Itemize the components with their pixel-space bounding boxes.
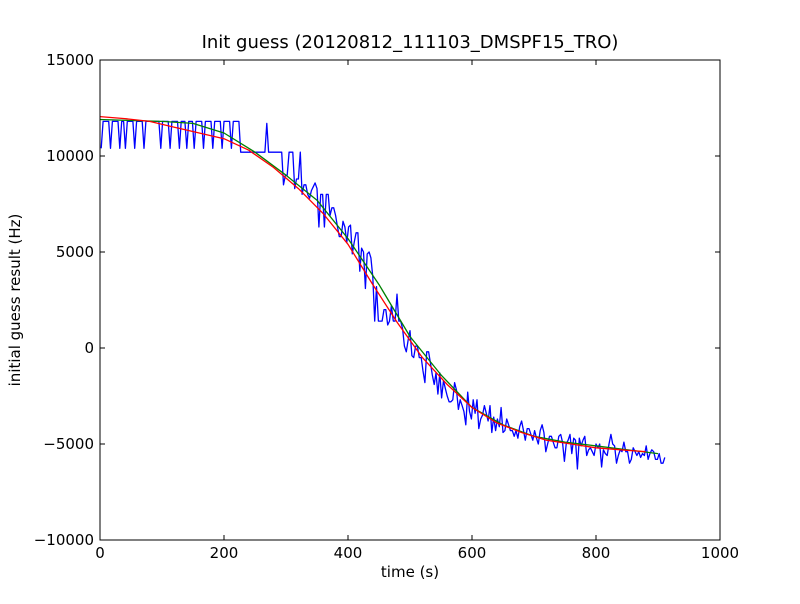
plot-frame: [99, 59, 721, 541]
y-tick-label: 15000: [46, 51, 94, 69]
x-tick-label: 400: [334, 544, 363, 562]
x-tick-label: 0: [95, 544, 105, 562]
series-layer: [100, 115, 666, 470]
y-tick-label: 5000: [56, 243, 94, 261]
x-tick-label: 600: [458, 544, 487, 562]
x-tick-label: 200: [210, 544, 239, 562]
y-tick-label: 10000: [46, 147, 94, 165]
y-tick-label: −10000: [34, 531, 94, 549]
y-tick-label: −5000: [43, 435, 94, 453]
y-axis-label: initial guess result (Hz): [6, 214, 24, 387]
x-tick-label: 1000: [701, 544, 739, 562]
chart-title: Init guess (20120812_111103_DMSPF15_TRO): [202, 32, 619, 53]
series-line-2: [100, 115, 646, 453]
x-tick-label: 800: [582, 544, 611, 562]
series-line-1: [100, 118, 659, 455]
x-axis-label: time (s): [381, 563, 439, 581]
ticks-layer: 0 200 400 600 800 1000 −10000 −5000 0 5000 10000 15…: [34, 51, 739, 562]
y-tick-label: 0: [84, 339, 94, 357]
